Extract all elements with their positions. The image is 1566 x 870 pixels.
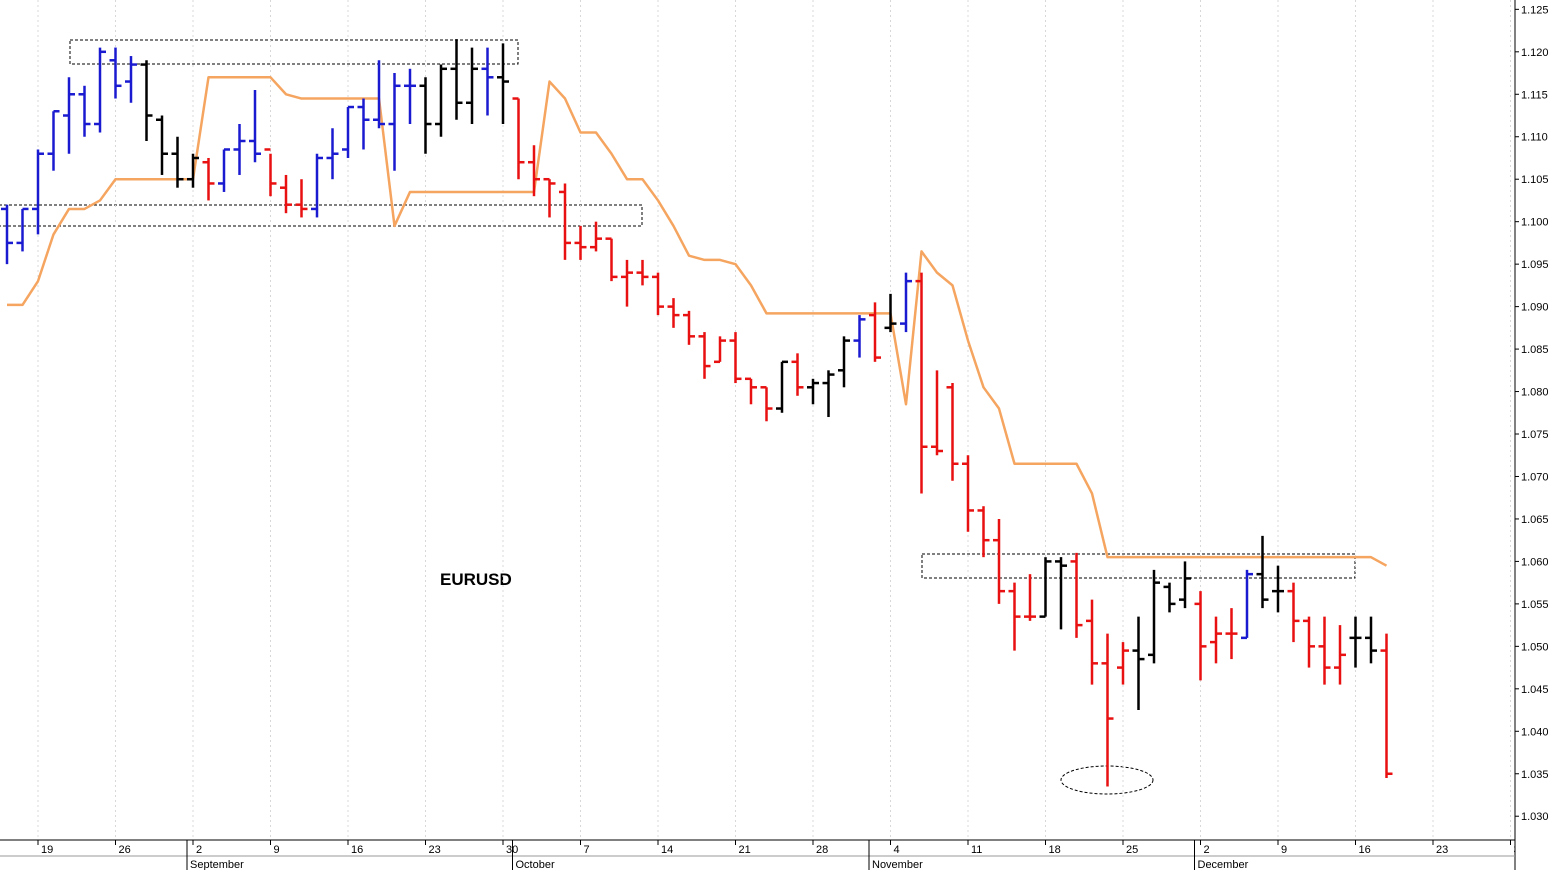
y-tick-label: 1.110 <box>1521 132 1548 144</box>
x-tick-label: 16 <box>1359 844 1371 856</box>
x-tick-label: 4 <box>894 844 900 856</box>
y-tick-label: 1.085 <box>1521 344 1549 356</box>
y-tick-label: 1.075 <box>1521 429 1549 441</box>
x-tick-label: 7 <box>584 844 590 856</box>
x-tick-label: 16 <box>351 844 363 856</box>
y-tick-label: 1.125 <box>1521 4 1549 16</box>
y-tick-label: 1.060 <box>1521 556 1549 568</box>
month-label: November <box>872 859 923 870</box>
y-tick-label: 1.045 <box>1521 684 1549 696</box>
x-axis-labels: 192629162330714212841118252916233030Sept… <box>37 0 1526 870</box>
y-tick-label: 1.105 <box>1521 174 1549 186</box>
x-tick-label: 25 <box>1126 844 1138 856</box>
y-tick-label: 1.095 <box>1521 259 1549 271</box>
x-tick-label: 9 <box>1281 844 1287 856</box>
x-tick-label: 14 <box>661 844 673 856</box>
y-tick-label: 1.120 <box>1521 47 1549 59</box>
x-tick-label: 21 <box>739 844 751 856</box>
month-label: September <box>190 859 244 870</box>
x-tick-label: 23 <box>429 844 441 856</box>
y-tick-label: 1.115 <box>1521 89 1548 101</box>
y-tick-label: 1.050 <box>1521 641 1549 653</box>
x-tick-label: 2 <box>196 844 202 856</box>
indicator-line <box>7 76 1388 567</box>
y-tick-label: 1.065 <box>1521 514 1549 526</box>
x-tick-label: 9 <box>274 844 280 856</box>
y-tick-label: 1.090 <box>1521 302 1549 314</box>
x-tick-label: 2 <box>1204 844 1210 856</box>
x-tick-label: 26 <box>119 844 131 856</box>
y-tick-label: 1.080 <box>1521 387 1549 399</box>
range-box <box>0 204 643 227</box>
month-label: December <box>1198 859 1249 870</box>
month-label: October <box>516 859 555 870</box>
x-tick-label: 18 <box>1049 844 1061 856</box>
x-tick-label: 19 <box>41 844 53 856</box>
symbol-label: EURUSD <box>440 570 512 589</box>
y-tick-label: 1.055 <box>1521 599 1549 611</box>
x-tick-label: 23 <box>1436 844 1448 856</box>
annotations <box>0 39 1356 795</box>
y-tick-label: 1.070 <box>1521 471 1549 483</box>
y-tick-label: 1.040 <box>1521 726 1549 738</box>
y-tick-label: 1.100 <box>1521 217 1549 229</box>
x-tick-label: 11 <box>971 844 982 856</box>
x-tick-label: 28 <box>816 844 828 856</box>
y-tick-label: 1.035 <box>1521 769 1549 781</box>
x-tick-label: 30 <box>1514 844 1526 856</box>
y-tick-label: 1.030 <box>1521 811 1549 823</box>
range-box <box>69 39 519 65</box>
